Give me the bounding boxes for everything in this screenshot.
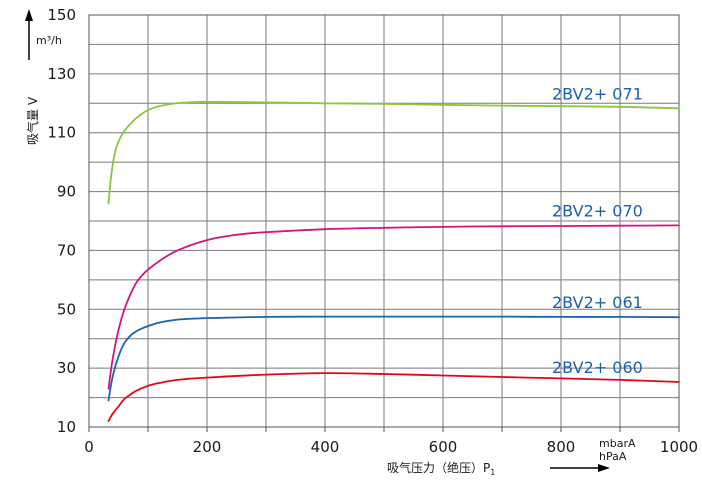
series-line-2bv2-061 bbox=[107, 315, 680, 402]
y-tick-label: 90 bbox=[57, 183, 76, 201]
grid-layer bbox=[88, 14, 680, 432]
x-tick-label: 0 bbox=[84, 438, 94, 456]
series-label-2bv2-070: 2BV2+ 070 bbox=[552, 201, 643, 220]
x-tick-label: 200 bbox=[193, 438, 222, 456]
y-tick-label: 70 bbox=[57, 241, 76, 259]
y-tick-label: 30 bbox=[57, 359, 76, 377]
series-label-2bv2-060: 2BV2+ 060 bbox=[552, 358, 643, 377]
y-tick-label: 10 bbox=[57, 418, 76, 436]
x-tick-label: 600 bbox=[429, 438, 458, 456]
x-tick-label: 400 bbox=[311, 438, 340, 456]
x-axis-title-subscript: 1 bbox=[490, 468, 495, 477]
x-axis-title: 吸气压力（绝压）P1 bbox=[387, 460, 495, 477]
y-tick-label: 150 bbox=[47, 6, 76, 24]
y-axis-title: 吸气量 V bbox=[25, 96, 40, 145]
y-axis-unit: m³/h bbox=[36, 34, 62, 47]
x-axis-title-main: 吸气压力（绝压）P bbox=[387, 460, 490, 475]
x-axis-unit-line1: mbarA bbox=[599, 437, 636, 450]
series-label-2bv2-061: 2BV2+ 061 bbox=[552, 293, 643, 312]
series-layer bbox=[107, 100, 680, 422]
y-tick-label: 50 bbox=[57, 300, 76, 318]
series-line-2bv2-071 bbox=[107, 100, 680, 205]
series-label-2bv2-071: 2BV2+ 071 bbox=[552, 84, 643, 103]
y-axis-arrow-head bbox=[25, 9, 33, 21]
x-axis-arrow-head bbox=[598, 464, 610, 472]
x-axis-unit-line2: hPaA bbox=[599, 450, 627, 463]
series-line-2bv2-070 bbox=[107, 224, 680, 390]
series-line-2bv2-060 bbox=[107, 372, 680, 422]
series-labels: 2BV2+ 071 2BV2+ 070 2BV2+ 061 2BV2+ 060 bbox=[552, 84, 643, 377]
x-tick-label: 1000 bbox=[660, 438, 698, 456]
x-tick-label: 800 bbox=[547, 438, 576, 456]
tick-labels: 0 200 400 600 800 1000 10 30 50 70 90 110 130 150 bbox=[47, 6, 698, 456]
y-tick-label: 130 bbox=[47, 65, 76, 83]
y-tick-label: 110 bbox=[47, 124, 76, 142]
